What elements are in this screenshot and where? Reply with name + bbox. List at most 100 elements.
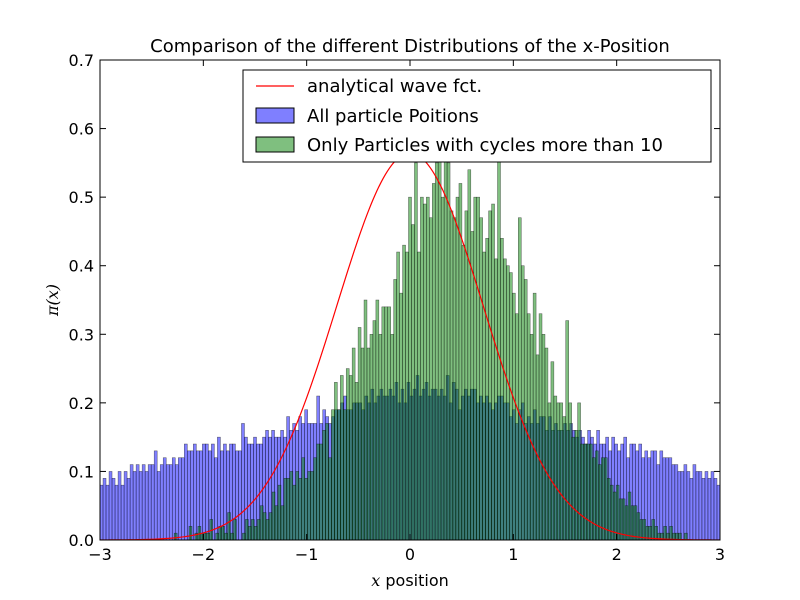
cycles-gt-10-bar bbox=[173, 532, 178, 541]
cycles-gt-10-bar bbox=[337, 409, 341, 541]
cycles-gt-10-bar bbox=[369, 334, 374, 541]
cycles-gt-10-bar bbox=[615, 484, 620, 541]
all-particles-bar bbox=[674, 464, 679, 541]
cycles-gt-10-bar bbox=[550, 361, 555, 541]
all-particles-bar bbox=[698, 471, 703, 541]
all-particles-bar bbox=[159, 464, 164, 541]
all-particles-bar bbox=[710, 471, 715, 541]
cycles-gt-10-bar bbox=[351, 347, 356, 541]
cycles-gt-10-bar bbox=[482, 251, 486, 541]
all-particles-bar bbox=[202, 443, 206, 541]
legend-box bbox=[242, 69, 712, 163]
all-particles-bar bbox=[144, 471, 149, 541]
all-particles-bar bbox=[704, 471, 709, 541]
cycles-gt-10-bar bbox=[464, 210, 469, 541]
cycles-gt-10-bar bbox=[271, 491, 276, 541]
all-particles-bar bbox=[178, 457, 182, 541]
cycles-gt-10-bar bbox=[218, 526, 222, 541]
x-axis-ticks: −3 −2 −1 0 1 2 3 bbox=[88, 60, 725, 564]
cycles-gt-10-bar bbox=[538, 313, 543, 541]
cycles-gt-10-bar bbox=[375, 299, 380, 541]
cycles-gt-10-bar bbox=[423, 203, 427, 541]
cycles-gt-10-bar bbox=[242, 532, 246, 541]
cycles-gt-10-bar bbox=[378, 334, 383, 541]
cycles-gt-10-bar bbox=[345, 368, 350, 541]
cycles-gt-10-bar bbox=[565, 320, 569, 541]
chart-title: Comparison of the different Distribution… bbox=[150, 36, 670, 57]
cycles-gt-10-bar bbox=[265, 519, 270, 541]
cycles-gt-10-bar bbox=[559, 402, 564, 541]
cycles-gt-10-bar bbox=[251, 519, 255, 541]
cycles-gt-10-bar bbox=[298, 478, 302, 541]
cycles-gt-10-bar bbox=[485, 238, 489, 541]
cycles-gt-10-bar bbox=[544, 347, 549, 541]
cycles-gt-10-bar bbox=[381, 306, 386, 541]
legend-green-swatch bbox=[255, 136, 295, 153]
cycles-gt-10-bar bbox=[259, 505, 264, 541]
cycles-gt-10-bar bbox=[411, 224, 415, 541]
x-tick-label: 2 bbox=[612, 545, 622, 564]
cycles-gt-10-bar bbox=[283, 478, 288, 541]
y-tick-label: 0.7 bbox=[69, 51, 94, 70]
cycles-gt-10-bar bbox=[461, 244, 466, 541]
cycles-gt-10-bar bbox=[491, 203, 495, 541]
cycles-gt-10-bar bbox=[334, 382, 338, 541]
cycles-gt-10-bar bbox=[500, 238, 504, 541]
cycles-gt-10-bar bbox=[188, 526, 193, 541]
legend-label-cycles: Only Particles with cycles more than 10 bbox=[307, 135, 663, 156]
all-particles-bar bbox=[184, 443, 188, 541]
cycles-gt-10-bar bbox=[357, 327, 362, 541]
all-particles-bar bbox=[689, 478, 694, 541]
cycles-gt-10-bar bbox=[479, 217, 483, 541]
cycles-gt-10-bar bbox=[227, 512, 231, 541]
all-particles-bar bbox=[141, 464, 146, 541]
cycles-gt-10-bar bbox=[399, 292, 403, 541]
cycles-gt-10-bar bbox=[568, 402, 572, 541]
y-tick-label: 0.3 bbox=[69, 325, 94, 344]
y-tick-label: 0.0 bbox=[69, 531, 94, 550]
cycles-gt-10-bar bbox=[340, 375, 344, 541]
cycles-gt-10-bar bbox=[532, 292, 537, 541]
cycles-gt-10-bar bbox=[580, 443, 584, 541]
all-particles-bar bbox=[114, 484, 119, 541]
cycles-gt-10-bar bbox=[274, 505, 279, 541]
cycles-gt-10-bar bbox=[663, 526, 667, 541]
all-particles-bar bbox=[238, 450, 242, 541]
cycles-gt-10-bar bbox=[592, 457, 596, 541]
cycles-gt-10-bar bbox=[589, 443, 593, 541]
cycles-gt-10-bar bbox=[224, 532, 228, 541]
cycles-gt-10-bar bbox=[598, 464, 602, 541]
cycles-gt-10-bar bbox=[245, 519, 249, 541]
cycles-gt-10-bar bbox=[414, 162, 418, 541]
cycles-gt-10-bar bbox=[520, 265, 525, 541]
y-tick-label: 0.1 bbox=[69, 462, 94, 481]
cycles-gt-10-bar bbox=[277, 484, 282, 541]
cycles-gt-10-bar bbox=[541, 334, 546, 541]
x-tick-label: −1 bbox=[295, 545, 319, 564]
cycles-gt-10-bar bbox=[420, 196, 424, 541]
cycles-gt-10-bar bbox=[604, 457, 608, 541]
cycles-gt-10-bar bbox=[295, 471, 300, 541]
cycles-gt-10-bar bbox=[452, 217, 457, 541]
x-tick-label: 0 bbox=[405, 545, 415, 564]
cycles-gt-10-bar bbox=[322, 430, 326, 541]
all-particles-bar bbox=[123, 471, 128, 541]
cycles-gt-10-bar bbox=[523, 279, 528, 541]
x-tick-label: −2 bbox=[192, 545, 216, 564]
cycles-gt-10-bar bbox=[455, 196, 460, 541]
cycles-gt-10-bar bbox=[526, 313, 531, 541]
y-tick-label: 0.6 bbox=[69, 120, 94, 139]
cycles-gt-10-bar bbox=[642, 519, 647, 541]
cycles-gt-10-bar bbox=[390, 334, 394, 541]
cycles-gt-10-bar bbox=[313, 457, 317, 541]
all-particles-bar bbox=[117, 471, 122, 541]
x-tick-label: 1 bbox=[508, 545, 518, 564]
cycles-gt-10-bar bbox=[494, 258, 498, 541]
cycles-gt-10-bar bbox=[366, 347, 371, 541]
cycles-gt-10-bar bbox=[363, 299, 368, 541]
cycles-gt-10-bar bbox=[535, 354, 540, 541]
cycles-gt-10-bar bbox=[497, 148, 501, 541]
cycles-gt-10-bar bbox=[316, 443, 320, 541]
legend-blue-swatch bbox=[255, 107, 295, 124]
all-particles-bar bbox=[174, 464, 179, 541]
